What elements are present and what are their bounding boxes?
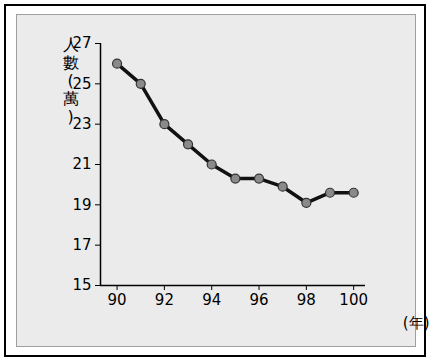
svg-text:25: 25 — [72, 74, 92, 93]
svg-text:17: 17 — [72, 236, 91, 254]
svg-text:15: 15 — [72, 276, 91, 294]
svg-text:90: 90 — [108, 291, 127, 309]
svg-text:27: 27 — [72, 34, 92, 53]
svg-text:19: 19 — [72, 196, 91, 214]
svg-text:100: 100 — [339, 291, 368, 309]
svg-text:23: 23 — [72, 115, 91, 133]
svg-text:(年): (年) — [403, 314, 430, 332]
svg-text:人數(萬): 人數(萬) — [63, 35, 79, 126]
svg-text:96: 96 — [249, 291, 268, 309]
svg-text:98: 98 — [297, 291, 316, 309]
svg-text:92: 92 — [155, 291, 174, 309]
svg-text:21: 21 — [72, 155, 91, 173]
svg-text:94: 94 — [202, 291, 221, 309]
